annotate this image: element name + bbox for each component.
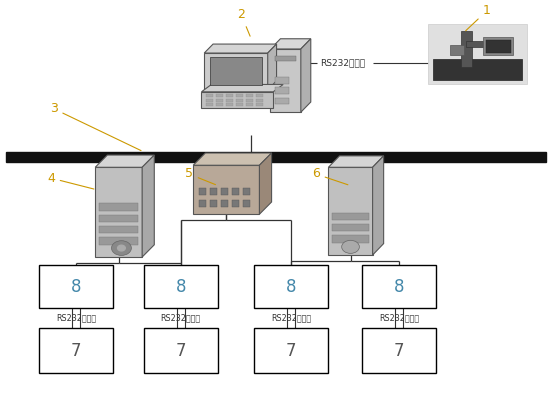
Bar [461,31,472,67]
Polygon shape [193,153,272,165]
Bar [246,103,253,106]
Bar [256,103,263,106]
Text: 4: 4 [47,171,94,189]
Polygon shape [259,153,272,214]
Polygon shape [204,44,277,53]
Bar [144,328,218,373]
Text: 7: 7 [394,342,404,360]
Bar [275,98,289,104]
Bar [332,213,369,220]
Bar [193,165,259,214]
Bar [236,103,243,106]
Bar [199,200,206,207]
Polygon shape [142,155,155,257]
Text: RS232串口线: RS232串口线 [379,314,419,323]
Text: 3: 3 [50,102,141,151]
Bar [433,59,522,80]
Text: 8: 8 [71,277,81,296]
Bar [221,188,228,195]
Bar [144,265,218,308]
Bar [275,77,289,84]
Text: RS232串口线: RS232串口线 [161,314,201,323]
Text: 5: 5 [185,167,215,184]
Text: RS232串口线: RS232串口线 [271,314,311,323]
Bar [226,94,233,97]
Bar [99,203,138,211]
Bar [270,49,301,112]
Circle shape [118,245,125,251]
Text: RS232串口线: RS232串口线 [320,59,365,68]
Bar [246,99,253,102]
Bar [328,167,373,255]
Text: 7: 7 [71,342,81,360]
Bar [206,99,213,102]
Text: 7: 7 [176,342,186,360]
Bar [99,215,138,222]
Polygon shape [373,156,384,255]
Bar [254,265,328,308]
Bar [362,265,436,308]
Bar [216,103,223,106]
Bar [275,56,296,61]
Bar [483,37,513,55]
Bar [275,87,289,94]
Bar [210,57,262,85]
Polygon shape [201,84,283,92]
Bar [204,53,268,90]
Bar [466,41,505,47]
Bar [332,235,369,243]
Bar [232,188,239,195]
Bar [428,24,527,84]
Bar [199,188,206,195]
Bar [254,328,328,373]
Bar [486,40,511,53]
Text: 8: 8 [394,277,404,296]
Bar [210,188,217,195]
Bar [232,200,239,207]
Bar [256,99,263,102]
Text: 8: 8 [176,277,186,296]
Bar [332,224,369,231]
Bar [99,237,138,245]
Bar [226,103,233,106]
Bar [210,200,217,207]
Text: RS232串口线: RS232串口线 [56,314,96,323]
Polygon shape [268,44,277,90]
Bar [201,92,273,108]
Circle shape [112,241,131,255]
Bar [216,94,223,97]
Bar [206,103,213,106]
Polygon shape [270,39,311,49]
Bar [226,99,233,102]
Text: 2: 2 [237,8,250,36]
Bar [246,94,253,97]
Text: 8: 8 [286,277,296,296]
Bar [362,328,436,373]
Bar [236,99,243,102]
Bar [95,167,142,257]
Bar [450,45,464,55]
Bar [236,94,243,97]
Text: 6: 6 [312,167,348,185]
Bar [206,94,213,97]
Polygon shape [328,156,384,167]
Bar [39,265,113,308]
Bar [6,152,546,162]
Bar [243,200,250,207]
Bar [243,188,250,195]
Polygon shape [95,155,155,167]
Circle shape [342,240,359,253]
Text: 7: 7 [286,342,296,360]
Bar [256,94,263,97]
Bar [39,328,113,373]
Bar [99,226,138,233]
Polygon shape [301,39,311,112]
Text: 1: 1 [466,4,491,31]
Bar [221,200,228,207]
Bar [216,99,223,102]
